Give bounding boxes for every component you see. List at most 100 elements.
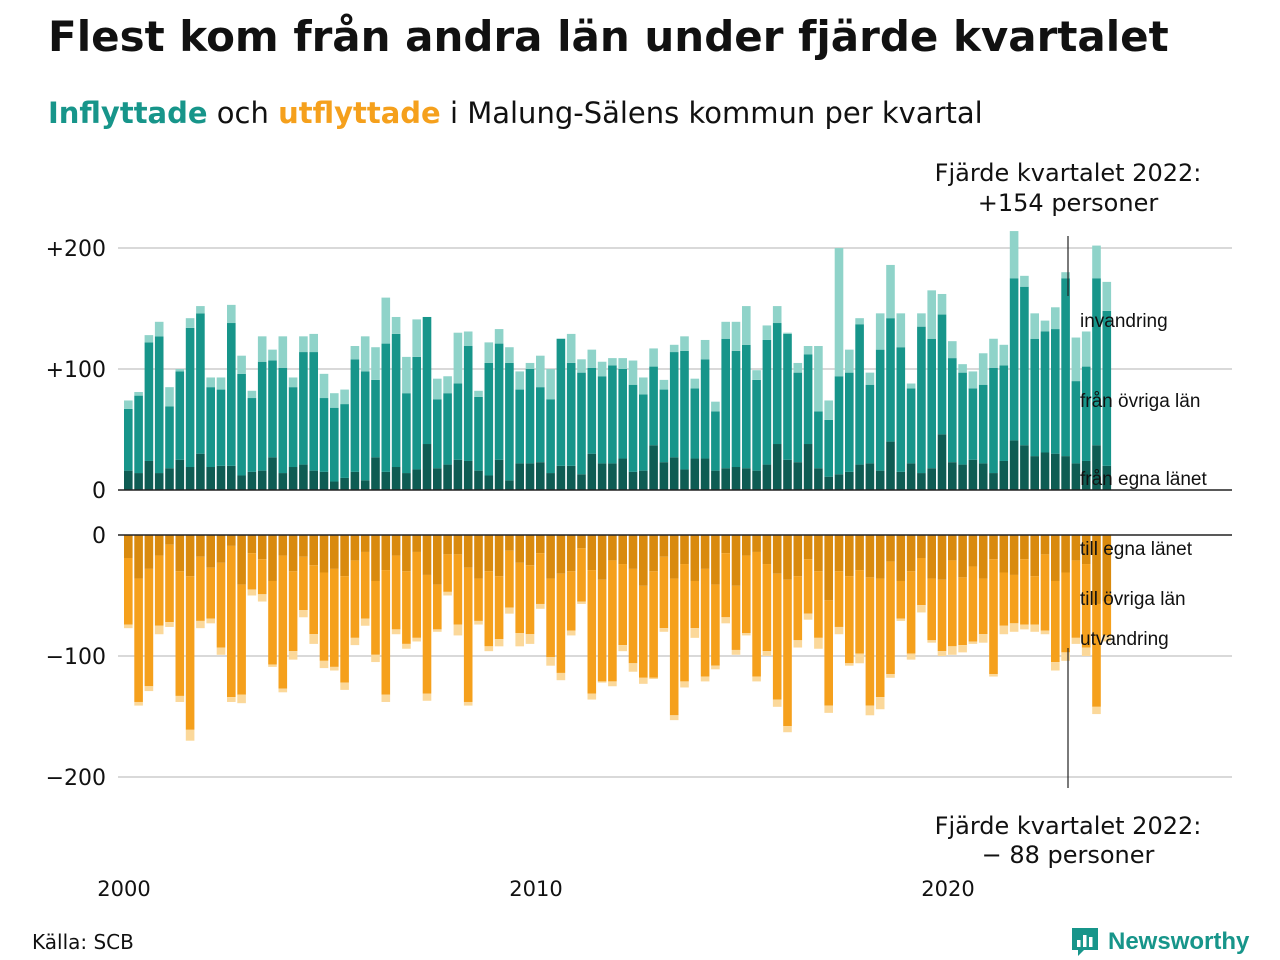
bar-out-emigration xyxy=(968,641,978,644)
bar-in-own-county xyxy=(783,459,792,490)
bar-in-immigration xyxy=(814,346,823,412)
bar-out-emigration xyxy=(803,613,813,620)
bar-out-emigration xyxy=(999,625,1009,635)
bar-out-other-counties xyxy=(999,572,1009,626)
bar-in-immigration xyxy=(1020,275,1029,287)
bar-in-immigration xyxy=(196,306,205,314)
bar-out-other-counties xyxy=(484,571,494,647)
brand-logo: Newsworthy xyxy=(1070,926,1249,958)
bar-in-other-counties xyxy=(515,389,524,464)
bar-in-other-counties xyxy=(834,376,844,475)
bar-out-emigration xyxy=(669,715,679,721)
bar-in-own-county xyxy=(494,459,504,490)
bar-in-other-counties xyxy=(824,419,833,477)
bar-in-other-counties xyxy=(566,362,576,466)
bar-out-emigration xyxy=(299,610,308,618)
bar-out-other-counties xyxy=(711,584,720,666)
bar-in-own-county xyxy=(855,464,864,490)
bar-in-other-counties xyxy=(371,379,380,458)
bar-in-immigration xyxy=(659,379,669,390)
bar-out-own-county xyxy=(360,535,370,552)
bar-out-emigration xyxy=(762,651,772,656)
bar-out-other-counties xyxy=(330,568,339,667)
bar-in-immigration xyxy=(875,313,885,350)
bar-in-other-counties xyxy=(288,387,298,468)
bar-out-other-counties xyxy=(669,578,679,716)
bar-out-own-county xyxy=(185,535,195,577)
bar-in-immigration xyxy=(484,342,494,363)
bar-in-other-counties xyxy=(896,347,906,472)
bar-out-other-counties xyxy=(350,560,360,638)
bar-in-own-county xyxy=(669,457,679,490)
bar-in-other-counties xyxy=(484,362,494,476)
bar-in-own-county xyxy=(216,465,226,490)
bar-out-own-county xyxy=(845,535,854,577)
bar-in-own-county xyxy=(546,473,555,490)
bar-out-emigration xyxy=(288,651,298,660)
bar-out-other-counties xyxy=(206,567,215,619)
bar-in-own-county xyxy=(1092,445,1101,490)
bar-out-own-county xyxy=(772,535,782,574)
bar-in-immigration xyxy=(474,390,483,397)
bar-out-emigration xyxy=(371,654,380,663)
bar-out-other-counties xyxy=(721,553,730,618)
bar-in-immigration xyxy=(711,401,720,412)
bar-in-other-counties xyxy=(412,356,421,470)
bar-in-other-counties xyxy=(886,318,895,442)
bar-in-other-counties xyxy=(216,389,226,466)
bar-out-emigration xyxy=(886,674,895,678)
bar-out-other-counties xyxy=(412,551,421,638)
bar-in-other-counties xyxy=(618,369,627,459)
bar-out-other-counties xyxy=(1102,601,1112,636)
bar-in-immigration xyxy=(1040,320,1050,332)
bar-in-own-county xyxy=(628,471,638,490)
bar-in-immigration xyxy=(463,331,473,347)
bar-out-other-counties xyxy=(288,571,298,652)
bar-out-other-counties xyxy=(1071,560,1081,638)
bar-in-other-counties xyxy=(721,338,730,469)
bar-out-emigration xyxy=(783,726,792,733)
bar-out-other-counties xyxy=(700,568,710,677)
bar-in-immigration xyxy=(247,390,257,399)
bar-in-own-county xyxy=(227,465,236,490)
bar-in-other-counties xyxy=(124,408,133,471)
y-tick-label: 0 xyxy=(92,479,106,504)
bar-in-immigration xyxy=(834,248,844,377)
bar-out-other-counties xyxy=(1051,580,1060,663)
bar-out-emigration xyxy=(165,622,174,627)
bar-in-immigration xyxy=(999,344,1009,366)
bar-out-own-county xyxy=(340,535,349,577)
bar-out-emigration xyxy=(875,697,885,710)
bar-in-immigration xyxy=(978,353,988,385)
bar-in-immigration xyxy=(948,341,957,359)
bar-in-immigration xyxy=(649,348,658,367)
bar-out-emigration xyxy=(474,620,483,625)
bar-out-emigration xyxy=(227,697,236,702)
bar-in-own-county xyxy=(124,470,133,490)
bar-out-other-counties xyxy=(978,578,988,635)
bar-in-own-county xyxy=(319,471,329,490)
y-tick-label: +200 xyxy=(46,237,106,262)
bar-in-own-county xyxy=(875,470,885,490)
bar-out-own-county xyxy=(268,535,277,581)
bar-in-other-counties xyxy=(814,411,823,469)
bar-out-other-counties xyxy=(566,571,576,631)
bar-out-other-counties xyxy=(124,557,133,625)
bar-out-emigration xyxy=(257,594,267,602)
bar-out-own-county xyxy=(247,535,257,554)
bar-in-own-county xyxy=(433,468,442,490)
bar-out-other-counties xyxy=(948,560,957,647)
bar-out-other-counties xyxy=(175,571,185,696)
bar-in-own-county xyxy=(649,445,658,490)
bar-in-immigration xyxy=(587,349,597,368)
bar-in-own-county xyxy=(360,480,370,490)
bar-in-immigration xyxy=(968,371,978,389)
bar-out-own-county xyxy=(371,535,380,581)
bar-in-other-counties xyxy=(340,404,349,478)
bar-out-emigration xyxy=(268,664,277,667)
bar-out-other-counties xyxy=(1009,574,1019,624)
bar-out-other-counties xyxy=(587,570,597,694)
bar-out-other-counties xyxy=(927,578,936,641)
subtitle-inflyttade: Inflyttade xyxy=(48,96,208,130)
bar-out-own-county xyxy=(948,535,957,561)
